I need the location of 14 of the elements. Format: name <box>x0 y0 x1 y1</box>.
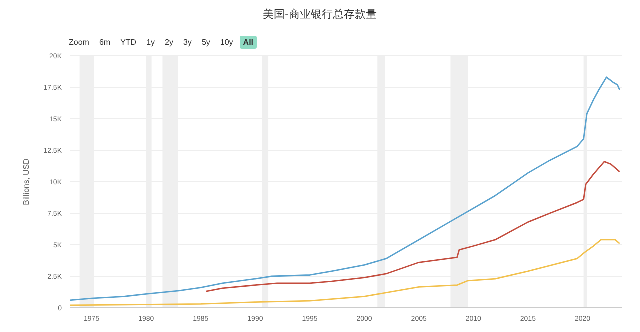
text: 3y <box>182 36 193 48</box>
line-series <box>70 76 621 302</box>
text: 10y <box>219 36 234 48</box>
text: 2y <box>164 36 174 48</box>
line-series <box>206 161 621 292</box>
text: YTD <box>120 36 138 48</box>
line-series <box>70 239 621 306</box>
text: All <box>240 36 257 48</box>
text: 6m <box>98 36 112 48</box>
y-axis-title: Billions, USD <box>22 158 31 206</box>
chart-title: 美国-商业银行总存款量 <box>262 8 378 22</box>
text: 1y <box>146 36 156 48</box>
text: 5y <box>200 36 212 48</box>
text: Zoom <box>68 36 90 48</box>
